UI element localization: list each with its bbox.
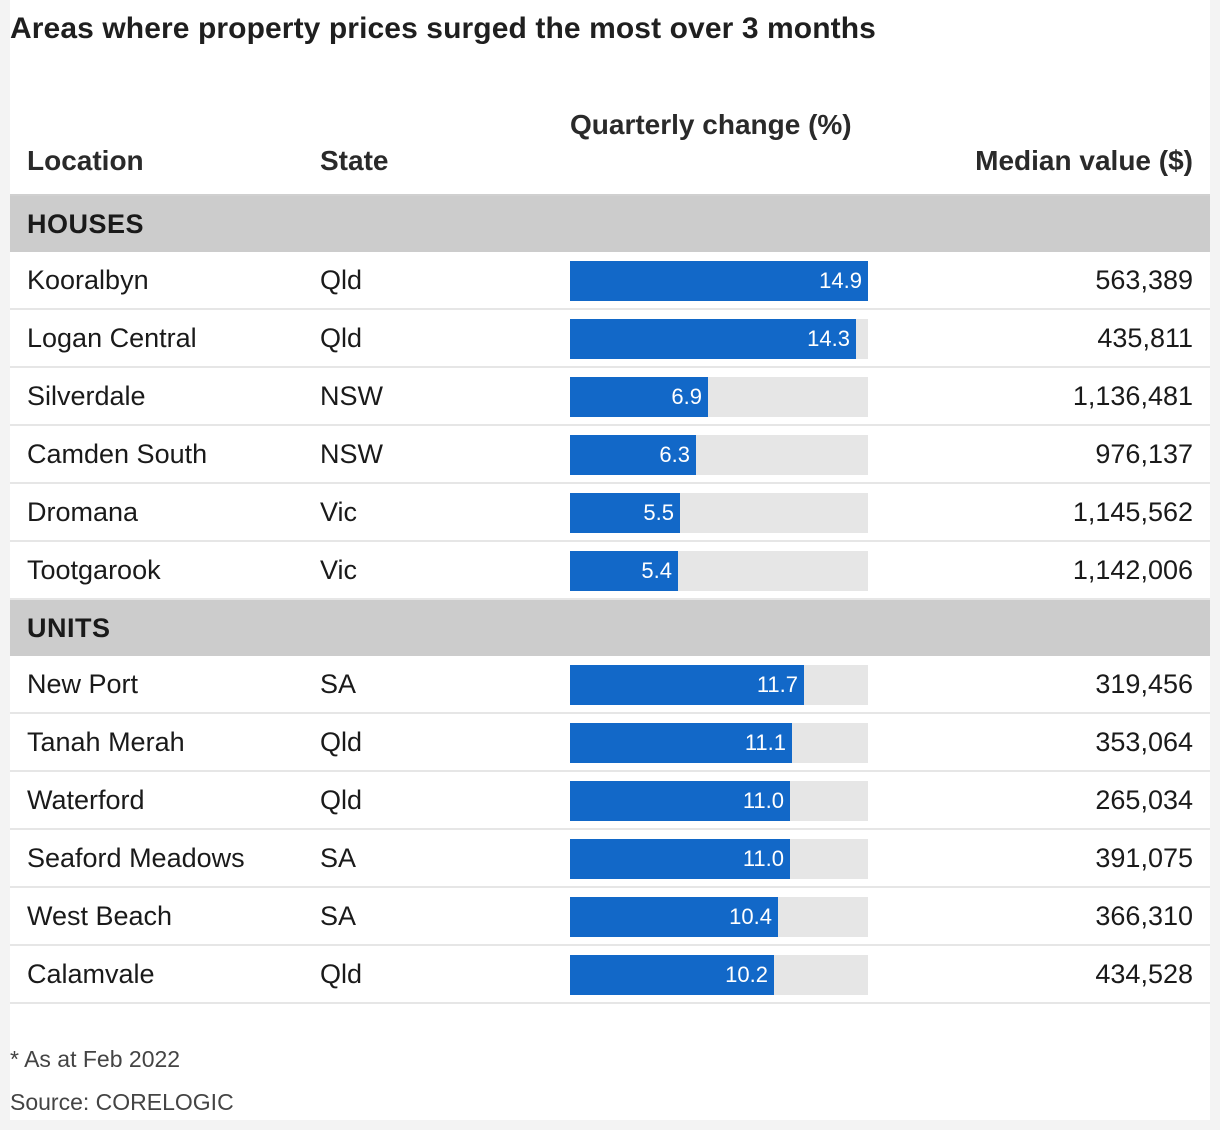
median-value-cell: 435,811 — [1097, 323, 1193, 353]
bar-track: 6.3 — [570, 435, 868, 475]
bar-track: 11.7 — [570, 665, 868, 705]
bar-track: 11.1 — [570, 723, 868, 763]
state-cell: SA — [320, 669, 357, 699]
state-cell: Vic — [320, 555, 358, 585]
source-note: Source: CORELOGIC — [10, 1089, 234, 1115]
bar: 5.5 — [570, 493, 680, 533]
bar-track: 11.0 — [570, 781, 868, 821]
median-value-cell: 366,310 — [1095, 901, 1193, 931]
median-value-cell: 319,456 — [1095, 669, 1193, 699]
state-cell: Qld — [320, 785, 363, 815]
table-row: Tootgarook Vic 5.4 1,142,006 — [10, 542, 1210, 600]
location-cell: Logan Central — [27, 323, 197, 353]
bar-track: 11.0 — [570, 839, 868, 879]
median-value-cell: 265,034 — [1095, 785, 1193, 815]
table-row: Seaford Meadows SA 11.0 391,075 — [10, 830, 1210, 888]
section-label: HOUSES — [27, 209, 145, 239]
column-header-quarterly-change: Quarterly change (%) — [570, 109, 852, 140]
section-header-houses: HOUSES — [10, 196, 1210, 252]
bar-track: 14.3 — [570, 319, 868, 359]
location-cell: New Port — [27, 669, 139, 699]
table-row: New Port SA 11.7 319,456 — [10, 656, 1210, 714]
table-row: Camden South NSW 6.3 976,137 — [10, 426, 1210, 484]
median-value-cell: 1,142,006 — [1072, 555, 1193, 585]
footnote: * As at Feb 2022 — [10, 1046, 181, 1072]
median-value-cell: 1,145,562 — [1072, 497, 1193, 527]
median-value-cell: 434,528 — [1095, 959, 1193, 989]
state-cell: Qld — [320, 265, 363, 295]
bar-track: 14.9 — [570, 261, 868, 301]
location-cell: Camden South — [27, 439, 208, 469]
table-row: Silverdale NSW 6.9 1,136,481 — [10, 368, 1210, 426]
state-cell: Qld — [320, 323, 363, 353]
bar: 11.7 — [570, 665, 804, 705]
bar-track: 5.4 — [570, 551, 868, 591]
bar: 5.4 — [570, 551, 678, 591]
bar: 10.2 — [570, 955, 774, 995]
table-row: Dromana Vic 5.5 1,145,562 — [10, 484, 1210, 542]
location-cell: Kooralbyn — [27, 265, 149, 295]
chart-title: Areas where property prices surged the m… — [10, 12, 876, 45]
column-header-location: Location — [27, 145, 144, 176]
state-cell: SA — [320, 843, 357, 873]
location-cell: Dromana — [27, 497, 139, 527]
median-value-cell: 563,389 — [1095, 265, 1193, 295]
bar-track: 5.5 — [570, 493, 868, 533]
state-cell: Qld — [320, 727, 363, 757]
bar-value-label: 6.9 — [671, 384, 702, 409]
state-cell: Qld — [320, 959, 363, 989]
header-divider — [10, 194, 1210, 196]
bar-track: 10.4 — [570, 897, 868, 937]
bar-value-label: 14.9 — [819, 268, 862, 293]
bar-value-label: 6.3 — [659, 442, 690, 467]
section-header-units: UNITS — [10, 600, 1210, 656]
state-cell: NSW — [320, 439, 383, 469]
location-cell: Waterford — [27, 785, 145, 815]
median-value-cell: 391,075 — [1095, 843, 1193, 873]
table-row: Kooralbyn Qld 14.9 563,389 — [10, 252, 1210, 310]
section-label: UNITS — [27, 613, 111, 643]
column-header-state: State — [320, 145, 389, 176]
location-cell: Seaford Meadows — [27, 843, 245, 873]
bar-value-label: 14.3 — [807, 326, 850, 351]
bar: 10.4 — [570, 897, 778, 937]
bar-track: 10.2 — [570, 955, 868, 995]
table-row: Waterford Qld 11.0 265,034 — [10, 772, 1210, 830]
state-cell: NSW — [320, 381, 383, 411]
location-cell: Calamvale — [27, 959, 155, 989]
location-cell: Tootgarook — [27, 555, 161, 585]
bar: 11.1 — [570, 723, 792, 763]
bar: 14.3 — [570, 319, 856, 359]
bar: 11.0 — [570, 839, 790, 879]
bar-value-label: 5.5 — [643, 500, 674, 525]
table-row: West Beach SA 10.4 366,310 — [10, 888, 1210, 946]
median-value-cell: 976,137 — [1095, 439, 1193, 469]
bar-value-label: 11.1 — [744, 730, 786, 755]
state-cell: Vic — [320, 497, 358, 527]
chart-frame: Areas where property prices surged the m… — [10, 0, 1210, 1120]
bar: 6.9 — [570, 377, 708, 417]
bar: 11.0 — [570, 781, 790, 821]
bar-value-label: 10.4 — [729, 904, 772, 929]
median-value-cell: 1,136,481 — [1072, 381, 1193, 411]
bar-value-label: 5.4 — [641, 558, 672, 583]
location-cell: Tanah Merah — [27, 727, 185, 757]
state-cell: SA — [320, 901, 357, 931]
bar-value-label: 11.7 — [756, 672, 798, 697]
location-cell: Silverdale — [27, 381, 146, 411]
table-row: Calamvale Qld 10.2 434,528 — [10, 946, 1210, 1004]
bar-value-label: 11.0 — [742, 788, 784, 813]
table-row: Tanah Merah Qld 11.1 353,064 — [10, 714, 1210, 772]
table-row: Logan Central Qld 14.3 435,811 — [10, 310, 1210, 368]
location-cell: West Beach — [27, 901, 173, 931]
median-value-cell: 353,064 — [1095, 727, 1193, 757]
bar: 6.3 — [570, 435, 696, 475]
bar-value-label: 10.2 — [725, 962, 768, 987]
bar-value-label: 11.0 — [742, 846, 784, 871]
column-header-median-value: Median value ($) — [975, 145, 1193, 176]
bar: 14.9 — [570, 261, 868, 301]
bar-track: 6.9 — [570, 377, 868, 417]
